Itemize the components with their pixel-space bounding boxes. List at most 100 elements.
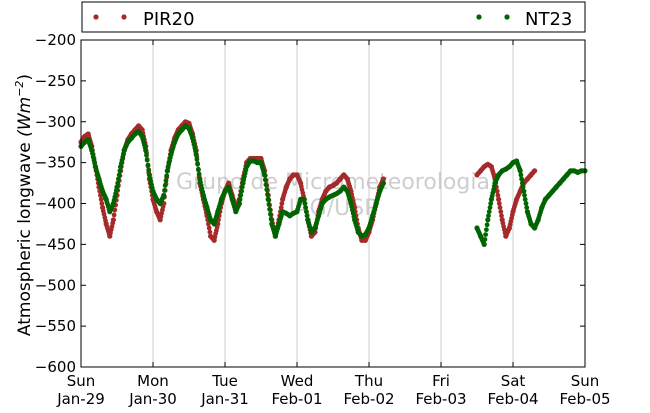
data-point <box>268 211 273 217</box>
data-point <box>117 168 123 174</box>
data-point <box>304 209 309 215</box>
data-point <box>116 172 122 178</box>
data-point <box>99 201 105 206</box>
data-point <box>484 222 490 228</box>
data-point <box>163 178 169 184</box>
data-point <box>238 192 244 198</box>
data-point <box>495 192 501 198</box>
data-point <box>162 183 168 188</box>
x-tick-label-day: Thu <box>354 372 383 390</box>
data-point <box>115 180 121 186</box>
y-axis-label: Atmospheric longwave (Wm−2) <box>13 74 35 336</box>
data-point <box>145 162 151 168</box>
data-point <box>144 152 149 158</box>
data-point <box>494 188 500 194</box>
x-tick-label-day: Wed <box>281 372 314 390</box>
data-point <box>164 173 170 179</box>
data-point <box>481 241 487 247</box>
data-point <box>484 227 489 233</box>
data-point <box>206 221 211 227</box>
data-point <box>237 197 243 202</box>
data-point <box>144 157 150 163</box>
data-point <box>264 187 270 193</box>
data-point <box>532 168 538 174</box>
data-point <box>518 172 524 178</box>
data-point <box>146 167 152 173</box>
data-point <box>193 151 199 157</box>
data-point <box>279 201 285 206</box>
legend-marker-pir20 <box>93 14 99 20</box>
x-tick-label-date: Feb-03 <box>415 390 466 408</box>
series-nt23 <box>78 123 588 247</box>
data-point <box>239 184 245 190</box>
y-tick-label: −350 <box>35 154 76 172</box>
data-point <box>196 171 202 177</box>
data-point <box>98 197 104 202</box>
x-tick-label-day: Sat <box>501 372 526 390</box>
data-point <box>380 176 386 182</box>
x-tick-label-day: Tue <box>211 372 238 390</box>
data-point <box>521 188 527 194</box>
data-point <box>496 196 502 202</box>
x-tick-label-day: Fri <box>432 372 450 390</box>
x-tick-label-date: Feb-04 <box>487 390 538 408</box>
data-point <box>486 209 492 215</box>
x-tick-label-date: Feb-02 <box>343 390 394 408</box>
x-tick-label-date: Jan-30 <box>128 390 177 408</box>
data-point <box>111 212 117 218</box>
data-point <box>497 205 503 211</box>
data-point <box>239 188 245 194</box>
data-point <box>520 184 526 190</box>
data-point <box>485 217 491 223</box>
data-point <box>265 196 271 202</box>
data-point <box>195 161 201 167</box>
data-point <box>482 237 488 242</box>
data-point <box>262 172 268 178</box>
y-tick-label: −450 <box>35 235 76 253</box>
data-point <box>114 184 120 190</box>
data-point <box>304 213 310 219</box>
data-point <box>116 176 121 182</box>
data-point <box>487 205 493 211</box>
y-tick-label: −300 <box>35 113 76 131</box>
data-point <box>194 157 200 162</box>
data-point <box>522 192 527 198</box>
data-point <box>206 225 212 231</box>
data-point <box>302 201 308 206</box>
data-point <box>301 196 307 202</box>
x-tick-label-date: Jan-31 <box>200 390 249 408</box>
y-tick-label: −250 <box>35 72 76 90</box>
data-point <box>496 201 502 206</box>
axes: −200−250−300−350−400−450−500−550−600SunJ… <box>35 31 611 408</box>
data-point <box>162 188 167 193</box>
y-tick-label: −600 <box>35 358 76 376</box>
data-point <box>520 180 525 186</box>
data-point <box>380 180 386 186</box>
y-tick-label: −400 <box>35 195 76 213</box>
y-tick-label: −500 <box>35 276 76 294</box>
x-tick-label-day: Sun <box>67 372 96 390</box>
x-tick-label-date: Jan-29 <box>56 390 105 408</box>
data-point <box>236 200 242 207</box>
data-point <box>112 207 118 213</box>
legend-marker-nt23 <box>476 14 482 20</box>
data-point <box>267 206 272 212</box>
data-point <box>143 147 149 153</box>
legend-marker-nt23 <box>504 14 510 20</box>
x-tick-label-day: Sun <box>571 372 600 390</box>
data-point <box>278 205 284 211</box>
x-tick-label-date: Feb-01 <box>271 390 322 408</box>
legend-frame <box>81 1 586 33</box>
data-point <box>263 182 269 188</box>
data-point <box>519 176 524 182</box>
data-point <box>266 201 272 207</box>
legend-label-nt23: NT23 <box>525 9 572 30</box>
data-point <box>499 213 504 219</box>
data-point <box>207 229 213 235</box>
legend-marker-pir20 <box>121 14 127 20</box>
data-point <box>265 192 270 197</box>
data-point <box>522 197 528 202</box>
data-point <box>524 205 530 211</box>
